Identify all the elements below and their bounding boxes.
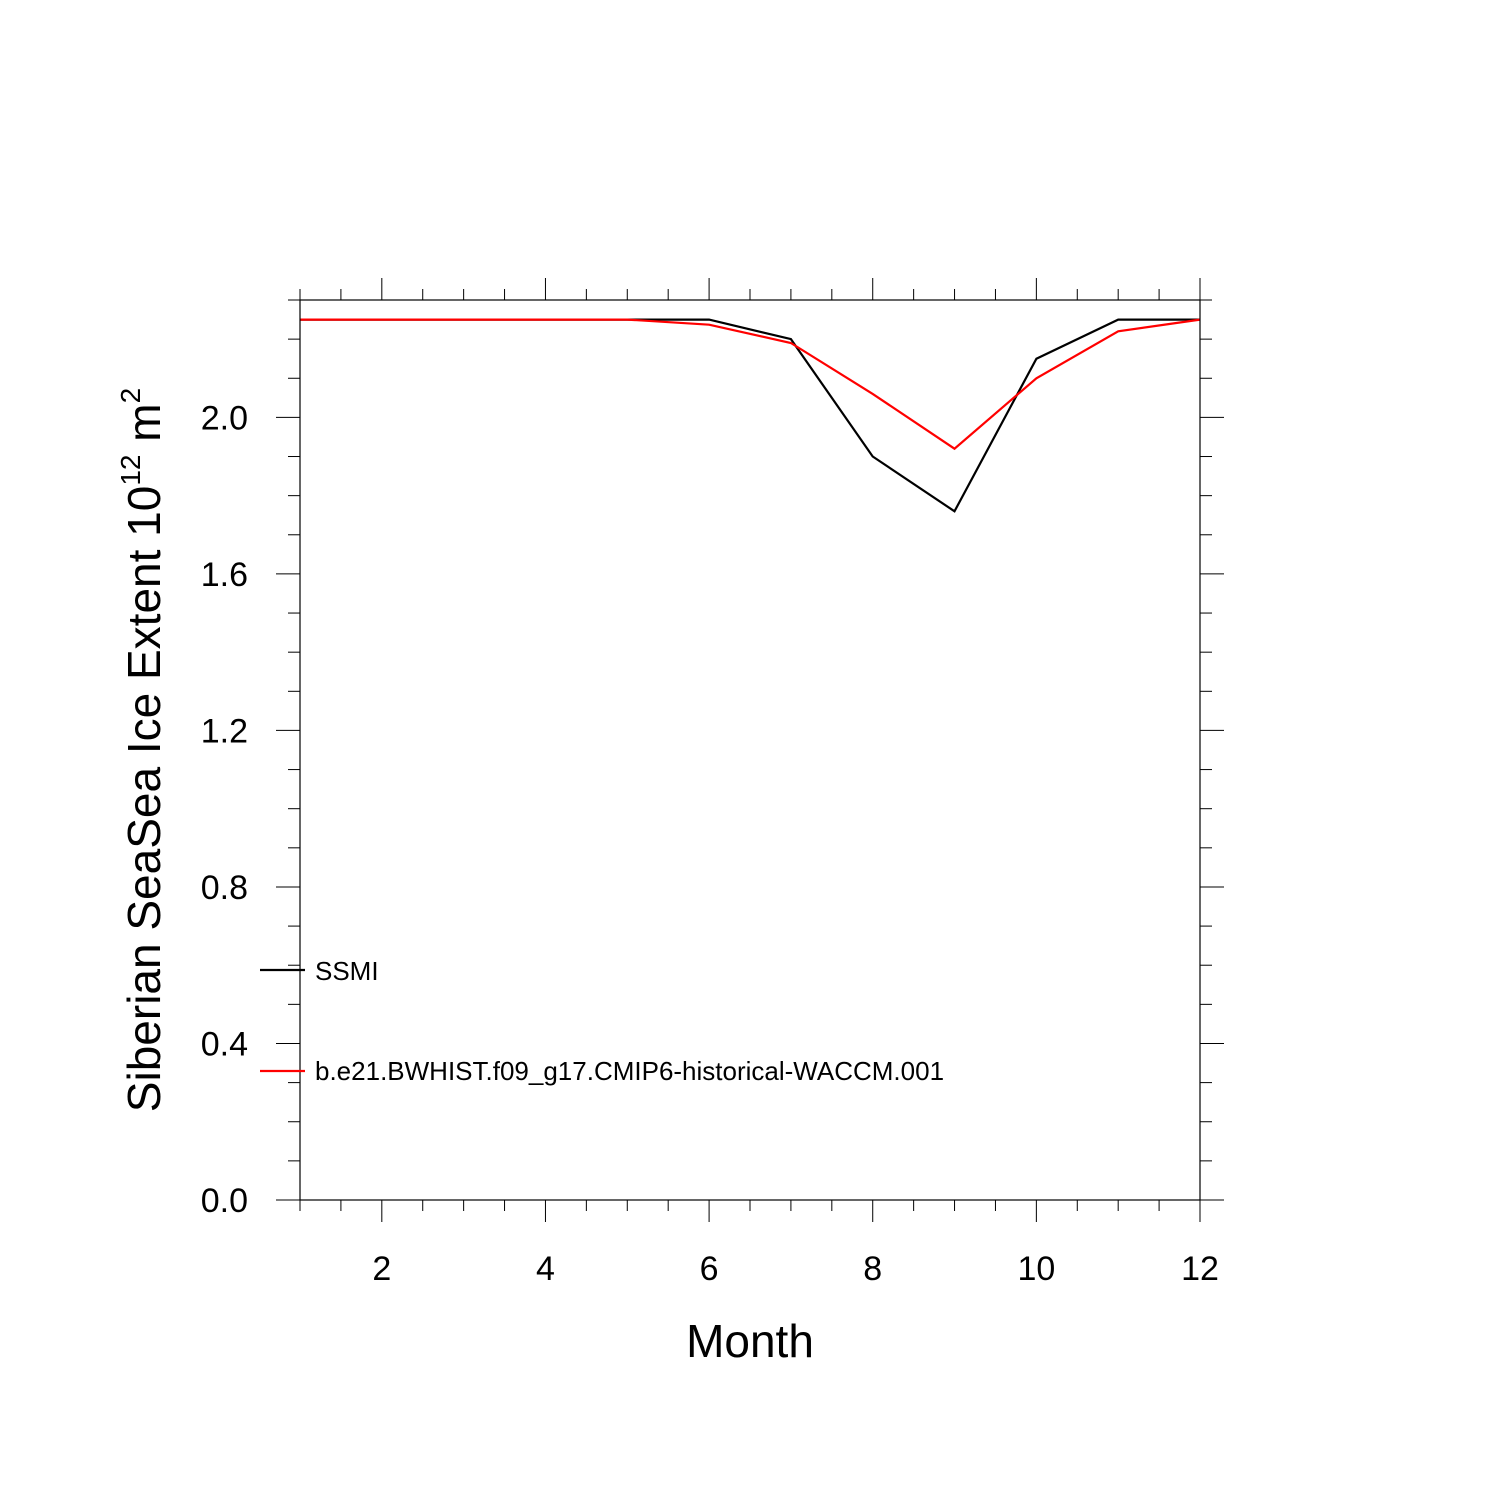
y-axis-title-unit-exponent: 2	[115, 388, 146, 404]
x-tick-label: 6	[700, 1250, 719, 1288]
x-tick-label: 4	[536, 1250, 555, 1288]
x-tick-labels: 2 4 6 8 10 12	[372, 1250, 1219, 1288]
x-axis-title: Month	[686, 1315, 814, 1367]
y-tick-label: 1.2	[201, 712, 248, 750]
legend-label-ssmi: SSMI	[315, 956, 379, 986]
x-tick-label: 12	[1181, 1250, 1219, 1288]
plot-frame	[299, 299, 1201, 1201]
axis-ticks	[276, 278, 1224, 1222]
y-tick-label: 0.8	[201, 869, 248, 907]
y-tick-label: 1.6	[201, 556, 248, 594]
y-tick-label: 2.0	[201, 399, 248, 437]
y-tick-labels: 0.0 0.4 0.8 1.2 1.6 2.0	[201, 399, 248, 1220]
y-axis-title-unit: m	[118, 403, 170, 454]
series-lines	[300, 318, 1201, 513]
legend: SSMI b.e21.BWHIST.f09_g17.CMIP6-historic…	[260, 956, 944, 1086]
y-axis-title-exponent: 12	[115, 455, 146, 486]
x-tick-label: 2	[372, 1250, 391, 1288]
series-line-1	[300, 318, 1201, 451]
y-tick-label: 0.0	[201, 1182, 248, 1220]
x-tick-label: 8	[863, 1250, 882, 1288]
series-line-0	[300, 318, 1200, 513]
y-tick-label: 0.4	[201, 1025, 248, 1063]
y-axis-title: Siberian SeaSea Ice Extent 1012 m2	[115, 388, 170, 1112]
x-tick-label: 10	[1017, 1250, 1055, 1288]
y-axis-title-main: Siberian SeaSea Ice Extent 10	[118, 486, 170, 1113]
legend-label-waccm: b.e21.BWHIST.f09_g17.CMIP6-historical-WA…	[315, 1056, 944, 1086]
